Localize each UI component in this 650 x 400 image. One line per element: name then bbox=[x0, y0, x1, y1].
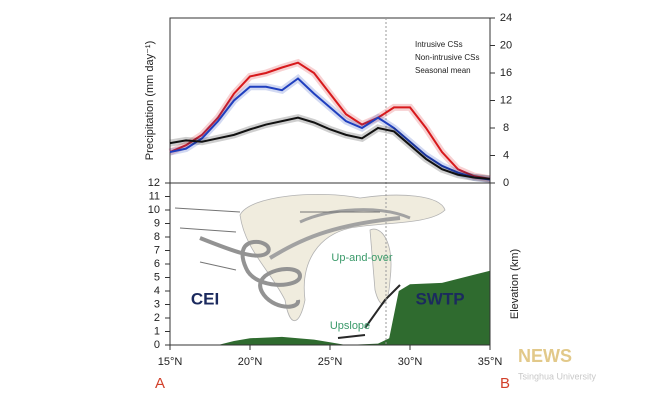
cloud bbox=[369, 228, 392, 305]
series-line bbox=[169, 61, 491, 180]
flow-arrow bbox=[299, 208, 411, 224]
flow-arrow bbox=[268, 216, 401, 260]
legend-entry: Seasonal mean bbox=[415, 66, 471, 75]
corner-label: A bbox=[155, 375, 165, 392]
watermark-subtitle: Tsinghua University bbox=[518, 371, 597, 381]
cloud bbox=[239, 194, 446, 321]
y-tick-label: 7 bbox=[154, 244, 160, 256]
y-tick-label: 12 bbox=[148, 177, 160, 189]
annotation: SWTP bbox=[415, 289, 464, 308]
y-tick-label: 20 bbox=[500, 39, 512, 51]
y-tick-label: 2 bbox=[154, 312, 160, 324]
y-tick-label: 8 bbox=[154, 231, 160, 243]
annotation: Upslope bbox=[330, 320, 370, 332]
y-tick-label: 8 bbox=[503, 122, 509, 134]
y-axis-label: Elevation (km) bbox=[509, 249, 521, 319]
y-tick-label: 4 bbox=[154, 285, 160, 297]
y-tick-label: 9 bbox=[154, 217, 160, 229]
streamline bbox=[174, 207, 380, 271]
x-tick-label: 30°N bbox=[398, 356, 423, 368]
y-tick-label: 6 bbox=[154, 258, 160, 270]
corner-label: B bbox=[500, 375, 510, 392]
y-tick-label: 4 bbox=[503, 149, 509, 161]
flow-arrow bbox=[199, 236, 303, 309]
legend-entry: Intrusive CSs bbox=[415, 40, 463, 49]
y-tick-label: 1 bbox=[154, 325, 160, 337]
y-tick-label: 10 bbox=[148, 204, 160, 216]
annotation: CEI bbox=[191, 289, 219, 308]
y-tick-label: 24 bbox=[500, 12, 512, 24]
x-tick-label: 20°N bbox=[238, 356, 263, 368]
x-tick-label: 25°N bbox=[318, 356, 343, 368]
x-tick-label: 15°N bbox=[158, 356, 183, 368]
y-tick-label: 12 bbox=[500, 94, 512, 106]
legend-entry: Non-intrusive CSs bbox=[415, 53, 479, 62]
y-tick-label: 0 bbox=[154, 339, 160, 351]
y-tick-label: 3 bbox=[154, 298, 160, 310]
y-axis-label: Precipitation (mm day⁻¹) bbox=[144, 41, 156, 161]
watermark-title: NEWS bbox=[518, 346, 572, 366]
annotation: Up-and-over bbox=[331, 252, 392, 264]
y-tick-label: 5 bbox=[154, 271, 160, 283]
y-tick-label: 16 bbox=[500, 67, 512, 79]
terrain-area bbox=[218, 270, 490, 345]
y-tick-label: 11 bbox=[149, 190, 160, 202]
y-tick-label: 0 bbox=[503, 177, 509, 189]
flow-arrow bbox=[337, 284, 401, 339]
series-line bbox=[169, 116, 491, 180]
x-tick-label: 35°N bbox=[478, 356, 503, 368]
series-line bbox=[169, 77, 491, 181]
